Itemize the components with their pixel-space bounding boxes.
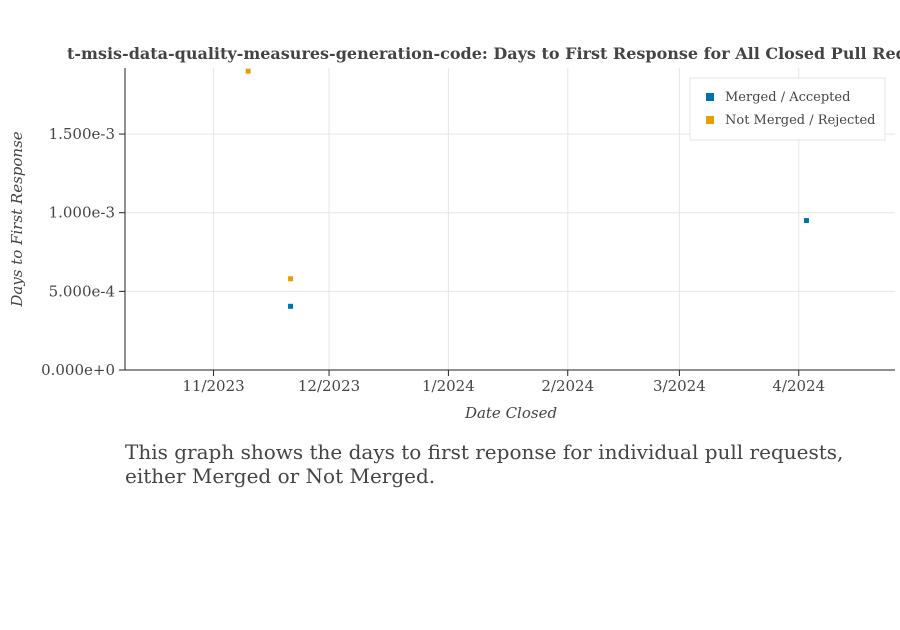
x-tick-label: 11/2023 [182,377,244,395]
chart-background [0,0,900,430]
data-point [288,303,294,309]
legend-label: Not Merged / Rejected [725,113,875,128]
legend-box [689,77,886,141]
y-tick-label: 1.000e-3 [49,204,115,222]
legend: Merged / Accepted Not Merged / Rejected [689,77,886,141]
y-tick-label: 1.500e-3 [49,125,115,143]
legend-swatch [706,116,714,124]
data-point [288,276,294,282]
data-point [803,218,809,224]
data-points [245,68,809,309]
y-tick-label: 5.000e-4 [49,282,115,300]
y-axis-label: Days to First Response [8,131,26,307]
x-tick-label: 3/2024 [653,377,706,395]
y-tick-label: 0.000e+0 [41,361,115,379]
x-axis-label: Date Closed [464,404,557,422]
data-point [245,68,251,74]
x-tick-label: 12/2023 [298,377,360,395]
x-tick-label: 1/2024 [422,377,475,395]
grid [125,68,895,370]
chart-caption: This graph shows the days to first repon… [125,440,844,488]
scatter-chart: 11/2023 12/2023 1/2024 2/2024 3/2024 4/2024 0.… [0,0,900,430]
legend-label: Merged / Accepted [725,90,850,105]
x-tick-label: 2/2024 [541,377,594,395]
legend-swatch [706,93,714,101]
axes: 11/2023 12/2023 1/2024 2/2024 3/2024 4/2024 0.… [41,68,895,395]
x-tick-label: 4/2024 [772,377,825,395]
chart-title: t-msis-data-quality-measures-generation-… [67,44,900,63]
